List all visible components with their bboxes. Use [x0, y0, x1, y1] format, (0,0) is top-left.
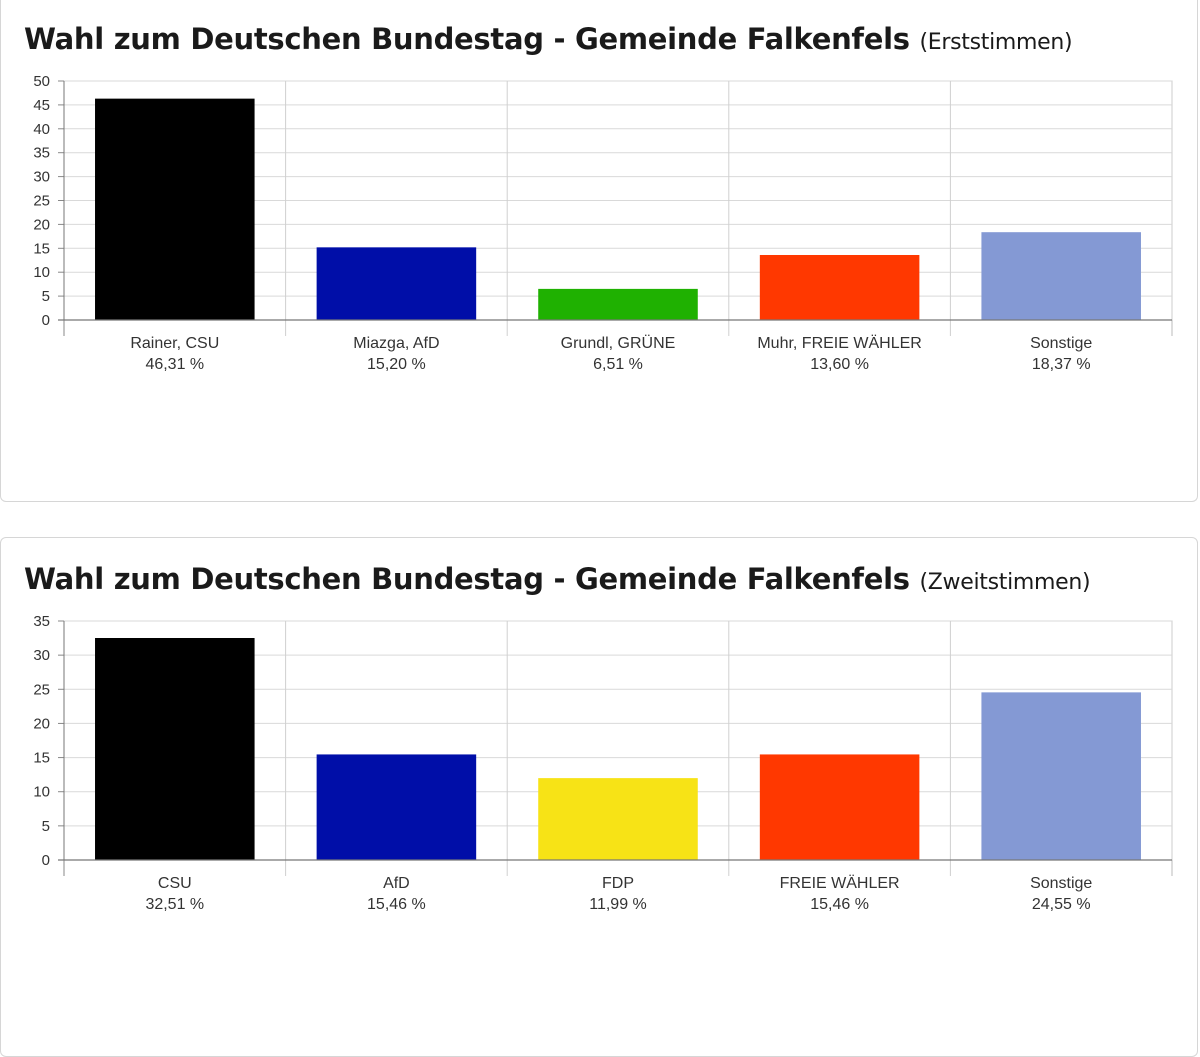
data-value-label: 24,55 % — [1032, 896, 1091, 913]
y-tick-label: 5 — [42, 288, 50, 305]
y-tick-label: 50 — [33, 73, 50, 90]
chart-title-zweitstimmen: Wahl zum Deutschen Bundestag - Gemeinde … — [24, 562, 1091, 596]
x-category-label: Miazga, AfD — [353, 335, 439, 352]
data-value-label: 46,31 % — [145, 356, 204, 373]
bar — [316, 754, 477, 860]
y-tick-label: 45 — [33, 97, 50, 114]
x-category-label: Grundl, GRÜNE — [561, 334, 676, 352]
y-tick-label: 25 — [33, 193, 50, 210]
bar — [95, 638, 255, 860]
y-tick-label: 40 — [33, 121, 50, 138]
chart-title-main: Wahl zum Deutschen Bundestag - Gemeinde … — [24, 22, 910, 56]
chart-title-erststimmen: Wahl zum Deutschen Bundestag - Gemeinde … — [24, 22, 1073, 56]
data-value-label: 6,51 % — [593, 356, 643, 373]
bar-chart-zweitstimmen: 0 5 10 15 20 25 30 35 CSU 32,51 % AfD 15,46 % FDP 11,… — [33, 613, 1173, 913]
bar — [316, 247, 477, 320]
x-category-label: Sonstige — [1030, 335, 1092, 352]
y-tick-label: 35 — [33, 613, 50, 630]
y-tick-label: 35 — [33, 145, 50, 162]
x-category-label: AfD — [383, 875, 410, 892]
bar — [95, 98, 255, 320]
chart-subtitle: (Zweitstimmen) — [919, 570, 1091, 595]
x-category-label: Muhr, FREIE WÄHLER — [757, 334, 921, 352]
y-tick-label: 5 — [42, 818, 50, 835]
y-tick-label: 20 — [33, 715, 50, 732]
x-category-label: CSU — [158, 875, 192, 892]
bar — [538, 778, 698, 860]
data-value-label: 15,46 % — [367, 896, 426, 913]
y-tick-label: 0 — [42, 852, 50, 869]
y-tick-label: 0 — [42, 312, 50, 329]
y-tick-label: 20 — [33, 216, 50, 233]
y-tick-label: 15 — [33, 750, 50, 767]
bar — [981, 232, 1141, 320]
x-category-label: FREIE WÄHLER — [780, 874, 900, 892]
data-value-label: 18,37 % — [1032, 356, 1091, 373]
bar — [981, 692, 1141, 860]
x-category-label: Sonstige — [1030, 875, 1092, 892]
chart-title-main: Wahl zum Deutschen Bundestag - Gemeinde … — [24, 562, 910, 596]
y-tick-label: 15 — [33, 240, 50, 257]
bar-chart-erststimmen: 0 5 10 15 20 25 30 35 40 45 50 Rainer, CSU 46,31 % Mi… — [33, 73, 1173, 373]
y-tick-label: 30 — [33, 169, 50, 186]
data-value-label: 15,20 % — [367, 356, 426, 373]
y-tick-label: 30 — [33, 647, 50, 664]
data-value-label: 11,99 % — [589, 896, 647, 913]
data-value-label: 13,60 % — [810, 356, 869, 373]
chart-subtitle: (Erststimmen) — [919, 30, 1073, 55]
y-tick-label: 10 — [33, 264, 50, 281]
y-tick-label: 10 — [33, 784, 50, 801]
data-value-label: 15,46 % — [810, 896, 869, 913]
x-category-label: Rainer, CSU — [130, 335, 219, 352]
x-category-label: FDP — [602, 875, 634, 892]
bar — [759, 254, 920, 320]
bar — [759, 754, 920, 860]
y-tick-label: 25 — [33, 681, 50, 698]
bar — [538, 288, 698, 320]
data-value-label: 32,51 % — [145, 896, 204, 913]
